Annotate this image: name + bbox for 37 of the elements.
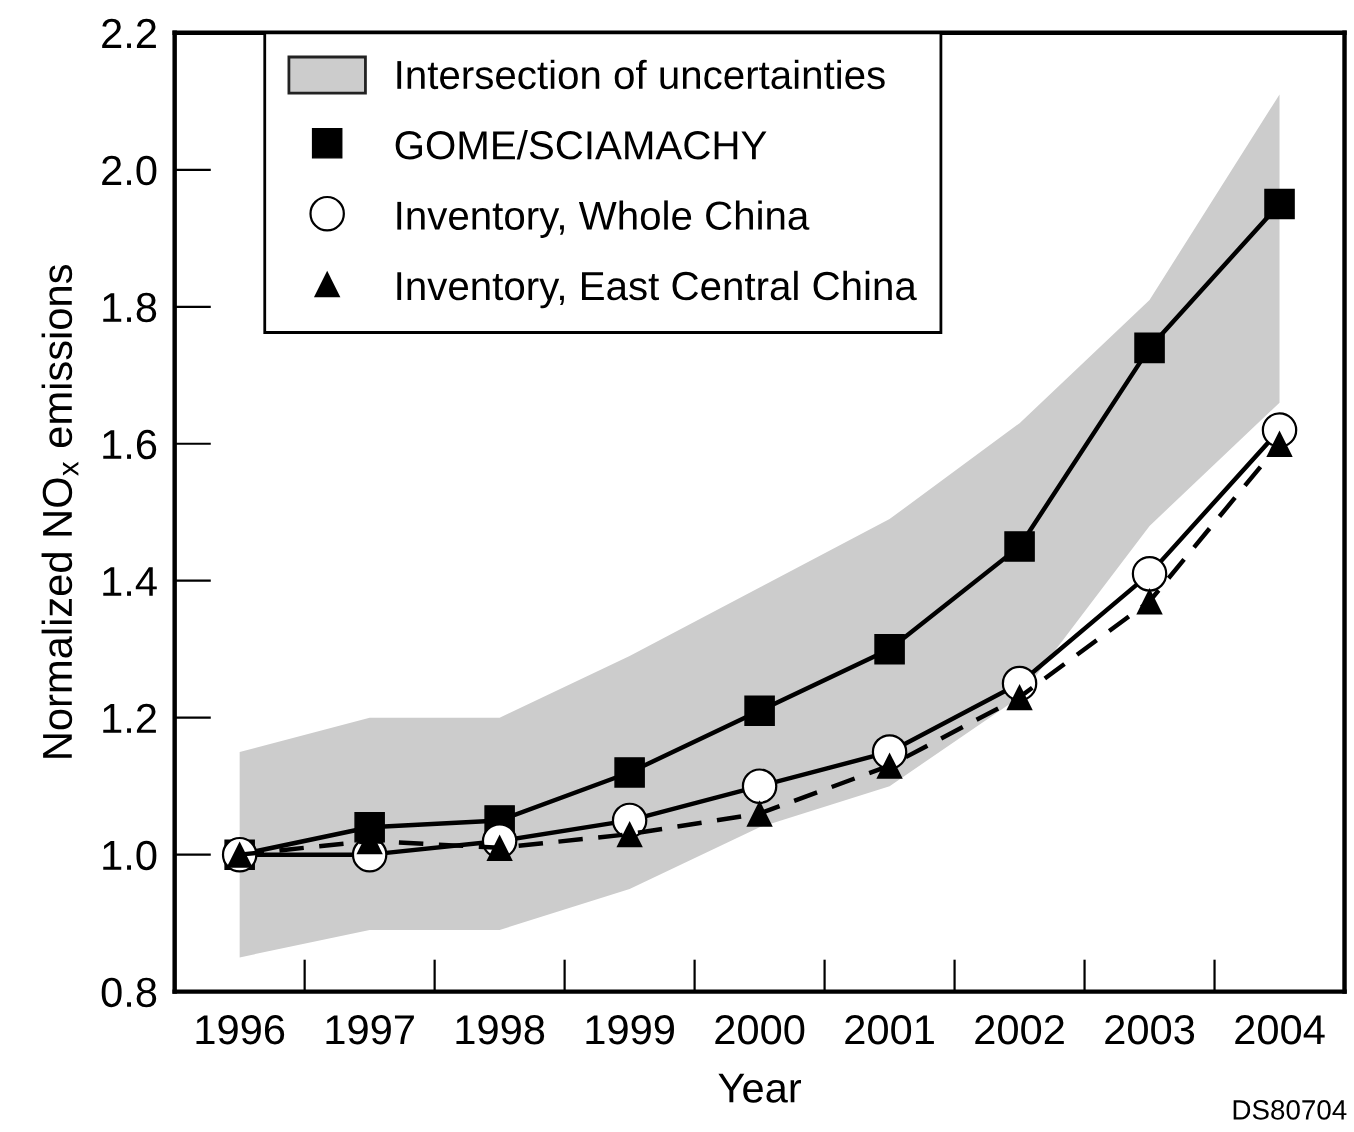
point bbox=[746, 800, 773, 827]
y-tick-label: 1.6 bbox=[103, 429, 157, 460]
y-axis-title: Normalized NO$_{x}$ emissions bbox=[41, 265, 79, 758]
y-tick-label: 1.4 bbox=[103, 567, 157, 596]
x-tick-label: 2002 bbox=[975, 1014, 1064, 1045]
point bbox=[874, 633, 905, 665]
x-tick-label: 1999 bbox=[586, 1014, 674, 1045]
legend-label: Intersection of uncertainties bbox=[397, 59, 885, 90]
x-tick-label: 2001 bbox=[845, 1014, 934, 1045]
point bbox=[1266, 430, 1293, 457]
y-tick-label: 1.2 bbox=[103, 703, 156, 733]
y-tick-label: 0.8 bbox=[101, 977, 157, 1008]
point bbox=[614, 757, 645, 788]
point bbox=[1264, 188, 1295, 220]
y-tick-label: 2.2 bbox=[102, 18, 156, 48]
point bbox=[1134, 332, 1165, 364]
y-tick-label: 1.8 bbox=[103, 292, 157, 323]
text: DS80704 bbox=[1233, 1100, 1347, 1120]
x-tick-label: 1997 bbox=[326, 1014, 414, 1045]
point bbox=[1006, 683, 1033, 711]
x-axis-title: Year bbox=[718, 1073, 802, 1103]
y-tick-label: 1.0 bbox=[103, 840, 157, 871]
point bbox=[616, 820, 643, 848]
x-tick-label: 1996 bbox=[196, 1014, 285, 1045]
point bbox=[1004, 531, 1035, 562]
point bbox=[1136, 588, 1163, 615]
point bbox=[744, 695, 775, 727]
y-tick-label: 2.0 bbox=[102, 155, 157, 186]
legend-label: Inventory, East Central China bbox=[397, 270, 917, 309]
point bbox=[741, 768, 778, 804]
x-tick-label: 1998 bbox=[456, 1014, 545, 1045]
x-tick-label: 2004 bbox=[1235, 1014, 1325, 1045]
x-tick-label: 2000 bbox=[715, 1014, 805, 1045]
point bbox=[876, 752, 903, 779]
legend-label: Inventory, Whole China bbox=[397, 200, 810, 238]
legend-label: GOME/SCIAMACHY bbox=[395, 130, 767, 160]
x-tick-label: 2003 bbox=[1105, 1014, 1195, 1045]
